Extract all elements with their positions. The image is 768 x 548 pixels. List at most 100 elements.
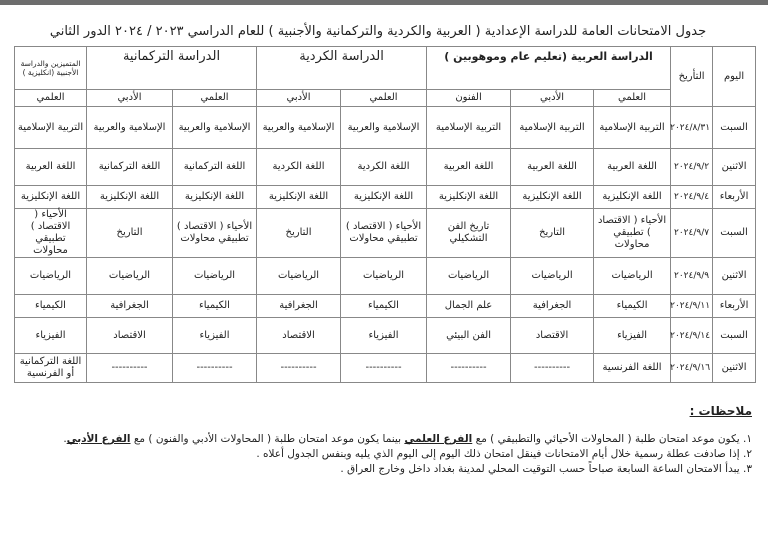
subject-cell: اللغة الإنكليزية (340, 185, 428, 209)
date-cell: ٢٠٢٤/٨/٣١ (670, 106, 714, 149)
subject-cell: الأحياء ( الاقتصاد ) تطبيقي محاولات (340, 208, 428, 258)
day-cell: السبت (712, 208, 757, 258)
subject-cell: ---------- (85, 353, 174, 383)
subject-cell: اللغة العربية (426, 148, 512, 186)
day-cell: السبت (712, 317, 757, 354)
subject-cell: الإسلامية والعربية (172, 106, 258, 149)
scan-border (0, 0, 768, 5)
subject-cell: الرياضيات (510, 257, 595, 295)
subject-cell: اللغة الإنكليزية (14, 185, 87, 209)
subject-cell: الأحياء ( الاقتصاد ) تطبيقي محاولات (14, 208, 87, 258)
subject-cell: الفيزياء (14, 317, 87, 354)
subject-cell: الجغرافية (510, 294, 595, 318)
note-1-emphasis: الفرع الأدبي (66, 433, 131, 445)
subject-cell: الاقتصاد (256, 317, 342, 354)
table-row: السبت ٢٠٢٤/٨/٣١ التربية الإسلامية التربية ا… (14, 106, 757, 149)
subject-cell: اللغة الكردية (256, 148, 342, 186)
subject-cell: الإسلامية والعربية (256, 106, 342, 149)
subject-cell: التربية الإسلامية (510, 106, 595, 149)
subject-cell: الكيمياء (340, 294, 428, 318)
day-cell: الأربعاء (712, 185, 757, 209)
day-cell: الاثنين (712, 353, 757, 383)
subheader-branch: العلمي (340, 89, 428, 107)
date-cell: ٢٠٢٤/٩/٤ (670, 185, 714, 209)
subheader-branch: الأدبي (510, 89, 595, 107)
subject-cell: اللغة التركمانية (172, 148, 258, 186)
subheader-branch: العلمي (14, 89, 87, 107)
subject-cell: اللغة الإنكليزية (256, 185, 342, 209)
header-arabic-study: الدراسة العربية (تعليم عام وموهوبين ) (426, 46, 672, 90)
subject-cell: اللغة التركمانية (85, 148, 174, 186)
subheader-branch: الأدبي (256, 89, 342, 107)
table-row: الأربعاء ٢٠٢٤/٩/٤ اللغة الإنكليزية اللغة ال… (14, 185, 757, 209)
subject-cell: الرياضيات (172, 257, 258, 295)
notes: ١. يكون موعد امتحان طلبة ( المحاولات الأ… (12, 432, 752, 477)
note-1-text: . (63, 433, 67, 445)
table-row: الاثنين ٢٠٢٤/٩/١٦ اللغة الفرنسية ----------… (14, 353, 757, 383)
subject-cell: الكيمياء (14, 294, 87, 318)
subject-cell: الكيمياء (593, 294, 672, 318)
note-1-text: بينما يكون موعد امتحان طلبة ( المحاولات … (130, 433, 405, 445)
table-row: الاثنين ٢٠٢٤/٩/٢ اللغة العربية اللغة العربي… (14, 148, 757, 186)
date-cell: ٢٠٢٤/٩/٩ (670, 257, 714, 295)
header-foreign-study: المتميزين والدراسة الأجنبية (انكليزية ) (14, 46, 87, 90)
subject-cell: الفن البيئي (426, 317, 512, 354)
subject-cell: اللغة الإنكليزية (510, 185, 595, 209)
table-row: السبت ٢٠٢٤/٩/٧ الأحياء ( الاقتصاد ) تطبيقي… (14, 208, 757, 258)
date-cell: ٢٠٢٤/٩/١٤ (670, 317, 714, 354)
subject-cell: الاقتصاد (85, 317, 174, 354)
subject-cell: اللغة العربية (593, 148, 672, 186)
note-1-emphasis: الفرع العلمي (404, 433, 473, 445)
subject-cell: اللغة الإنكليزية (172, 185, 258, 209)
subject-cell: التاريخ (510, 208, 595, 258)
subject-cell: الأحياء ( الاقتصاد ) تطبيقي محاولات (593, 208, 672, 258)
subject-cell: الرياضيات (85, 257, 174, 295)
subject-cell: الرياضيات (340, 257, 428, 295)
subject-cell: التاريخ (85, 208, 174, 258)
subject-cell: تاريخ الفن التشكيلي (426, 208, 512, 258)
subject-cell: الفيزياء (593, 317, 672, 354)
page-title: جدول الامتحانات العامة للدراسة الإعدادية… (49, 24, 707, 39)
subject-cell: الإسلامية والعربية (340, 106, 428, 149)
subheader-row: العلمي الأدبي الفنون العلمي الأدبي العلمي الأد… (14, 89, 756, 107)
notes-title: ملاحظات : (689, 404, 752, 418)
subheader-branch: العلمي (593, 89, 672, 107)
subject-cell: علم الجمال (426, 294, 512, 318)
subject-cell: الرياضيات (256, 257, 342, 295)
subject-cell: التربية الإسلامية (14, 106, 87, 149)
date-cell: ٢٠٢٤/٩/١٦ (670, 353, 714, 383)
subject-cell: ---------- (340, 353, 428, 383)
subheader-branch: الأدبي (85, 89, 174, 107)
subject-cell: اللغة الكردية (340, 148, 428, 186)
note-3: ٣. يبدأ الامتحان الساعة السابعة صباحاً ح… (340, 463, 752, 475)
subject-cell: الفيزياء (340, 317, 428, 354)
date-cell: ٢٠٢٤/٩/٢ (670, 148, 714, 186)
table-row: الأربعاء ٢٠٢٤/٩/١١ الكيمياء الجغرافية علم ال… (14, 294, 757, 318)
subject-cell: اللغة الإنكليزية (85, 185, 174, 209)
note-1-text: ١. يكون موعد امتحان طلبة ( المحاولات الأ… (472, 433, 752, 445)
note-1: ١. يكون موعد امتحان طلبة ( المحاولات الأ… (12, 432, 752, 447)
subject-cell: الرياضيات (593, 257, 672, 295)
subject-cell: اللغة التركمانية أو الفرنسية (14, 353, 87, 383)
header-row: اليوم التأريخ الدراسة العربية (تعليم عام… (14, 46, 757, 107)
subject-cell: ---------- (172, 353, 258, 383)
header-day: اليوم (712, 46, 757, 107)
subject-cell: ---------- (510, 353, 595, 383)
date-cell: ٢٠٢٤/٩/٧ (670, 208, 714, 258)
header-kurdish-study: الدراسة الكردية (256, 46, 428, 90)
subject-cell: التربية الإسلامية (426, 106, 512, 149)
subject-cell: اللغة الإنكليزية (426, 185, 512, 209)
subject-cell: اللغة العربية (510, 148, 595, 186)
subject-cell: اللغة العربية (14, 148, 87, 186)
subject-cell: الأحياء ( الاقتصاد ) تطبيقي محاولات (172, 208, 258, 258)
subject-cell: الكيمياء (172, 294, 258, 318)
subject-cell: اللغة الإنكليزية (593, 185, 672, 209)
day-cell: السبت (712, 106, 757, 149)
subject-cell: اللغة الفرنسية (593, 353, 672, 383)
subject-cell: الجغرافية (256, 294, 342, 318)
exam-schedule-table: اليوم التأريخ الدراسة العربية (تعليم عام… (14, 46, 757, 383)
subject-cell: الإسلامية والعربية (85, 106, 174, 149)
subject-cell: ---------- (256, 353, 342, 383)
subject-cell: الرياضيات (14, 257, 87, 295)
subject-cell: التربية الإسلامية (593, 106, 672, 149)
